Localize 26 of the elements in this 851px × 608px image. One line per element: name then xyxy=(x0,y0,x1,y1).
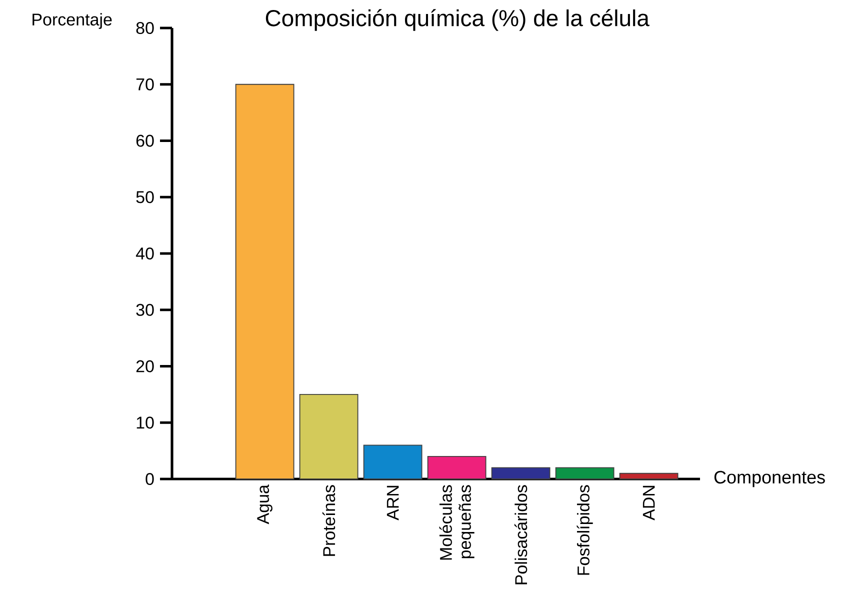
bar xyxy=(363,444,422,480)
x-tick-label: Fosfolípidos xyxy=(576,485,593,575)
y-tick-label: 60 xyxy=(136,134,154,147)
y-tick-label: 70 xyxy=(136,78,154,90)
x-tick-label: Moléculas pequeñas xyxy=(439,485,474,560)
y-tick-label: 20 xyxy=(136,360,154,372)
x-tick-label: Polisacáridos xyxy=(514,485,528,584)
bar xyxy=(427,456,486,480)
chart-title: Composición química (%) de la célula xyxy=(266,9,650,31)
y-tick-label: 30 xyxy=(136,304,154,316)
y-tick-label: 40 xyxy=(136,247,154,260)
y-tick-label: 0 xyxy=(146,472,154,486)
bar xyxy=(235,84,294,480)
bar xyxy=(555,467,614,480)
x-tick-label: ADN xyxy=(642,486,655,520)
x-axis-title: Componentes xyxy=(714,470,825,488)
x-tick-label: Proteínas xyxy=(322,485,336,556)
y-tick-label: 80 xyxy=(136,22,154,34)
x-tick-label: ARN xyxy=(386,486,399,520)
bar xyxy=(491,467,550,480)
x-tick-label: Agua xyxy=(257,484,272,524)
bar xyxy=(619,472,678,480)
y-axis-title: Porcentaje xyxy=(32,13,112,29)
y-tick-label: 50 xyxy=(136,191,154,204)
y-tick-label: 10 xyxy=(136,416,154,429)
bar xyxy=(299,394,358,480)
